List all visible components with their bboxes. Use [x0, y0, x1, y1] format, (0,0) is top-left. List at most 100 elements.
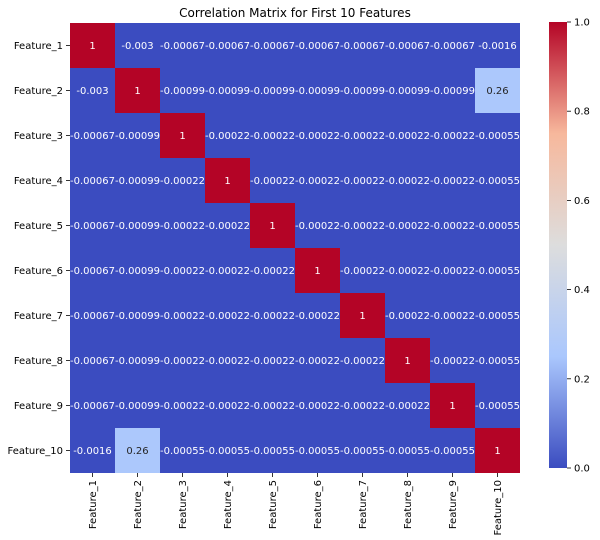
- heatmap-cell: [385, 23, 430, 68]
- cell-annotation: -0.00067: [160, 41, 205, 52]
- cell-annotation: -0.00055: [475, 401, 520, 412]
- y-tick-label: Feature_3: [14, 131, 63, 142]
- cell-annotation: 0.26: [486, 86, 508, 97]
- heatmap-cell: [340, 68, 385, 113]
- cell-annotation: -0.00055: [205, 446, 250, 457]
- cell-annotation: -0.00022: [295, 311, 340, 322]
- cell-annotation: -0.00099: [205, 86, 250, 97]
- cell-annotation: 1: [224, 176, 230, 187]
- cell-annotation: -0.00055: [475, 221, 520, 232]
- cell-annotation: -0.00022: [250, 356, 295, 367]
- cell-annotation: -0.00022: [385, 131, 430, 142]
- cell-annotation: -0.00067: [250, 41, 295, 52]
- cell-annotation: 1: [89, 41, 95, 52]
- heatmap-cell: [475, 383, 520, 428]
- heatmap-cell: [160, 203, 205, 248]
- cell-annotation: -0.00055: [475, 356, 520, 367]
- heatmap-cell: [250, 203, 295, 248]
- y-tick-label: Feature_6: [14, 266, 63, 277]
- cell-annotation: -0.00022: [250, 131, 295, 142]
- cell-annotation: -0.00099: [115, 266, 160, 277]
- heatmap-cell: [115, 293, 160, 338]
- cell-annotation: -0.00055: [250, 446, 295, 457]
- cell-annotation: -0.00099: [115, 176, 160, 187]
- heatmap-cell: [430, 383, 475, 428]
- heatmap-cell: [205, 203, 250, 248]
- cell-annotation: -0.00022: [205, 356, 250, 367]
- cell-annotation: -0.00099: [160, 86, 205, 97]
- cell-annotation: -0.00022: [385, 266, 430, 277]
- heatmap-cell: [340, 113, 385, 158]
- heatmap-cell: [160, 23, 205, 68]
- cell-annotation: -0.00022: [160, 356, 205, 367]
- cell-annotation: -0.00067: [70, 401, 115, 412]
- cell-annotation: -0.00099: [115, 401, 160, 412]
- colorbar-tick-label: 1.0: [574, 18, 590, 29]
- cell-annotation: -0.00022: [250, 401, 295, 412]
- heatmap-cell: [160, 68, 205, 113]
- cell-annotation: -0.00022: [340, 356, 385, 367]
- heatmap-cell: [385, 68, 430, 113]
- colorbar-tick-label: 0.2: [574, 374, 590, 385]
- heatmap-cell: [295, 203, 340, 248]
- cell-annotation: -0.003: [76, 86, 108, 97]
- cell-annotation: -0.00022: [295, 221, 340, 232]
- heatmap-cell: [70, 23, 115, 68]
- cell-annotation: -0.00099: [295, 86, 340, 97]
- cell-annotation: -0.00099: [430, 86, 475, 97]
- heatmap-cell: [430, 338, 475, 383]
- x-tick-label: Feature_5: [268, 480, 279, 529]
- cell-annotation: -0.00099: [115, 131, 160, 142]
- x-tick-label: Feature_8: [403, 480, 414, 529]
- cell-annotation: 1: [134, 86, 140, 97]
- cell-annotation: -0.00067: [295, 41, 340, 52]
- cell-annotation: -0.00022: [430, 356, 475, 367]
- cell-annotation: 1: [449, 401, 455, 412]
- cell-annotation: -0.00067: [70, 176, 115, 187]
- heatmap-cell: [205, 158, 250, 203]
- colorbar-tick-label: 0.8: [574, 107, 590, 118]
- cell-annotation: -0.00099: [385, 86, 430, 97]
- x-tick-label: Feature_2: [133, 480, 144, 529]
- cell-annotation: -0.00022: [340, 401, 385, 412]
- heatmap-cell: [295, 293, 340, 338]
- x-tick-label: Feature_4: [223, 480, 234, 529]
- heatmap-cell: [340, 428, 385, 473]
- heatmap-cell: [205, 428, 250, 473]
- heatmap-cell: [430, 23, 475, 68]
- cell-annotation: -0.00022: [430, 131, 475, 142]
- heatmap-cell: [385, 203, 430, 248]
- heatmap-cell: [205, 23, 250, 68]
- heatmap-cell: [115, 383, 160, 428]
- heatmap-cell: [385, 293, 430, 338]
- heatmap-cell: [430, 158, 475, 203]
- heatmap-cell: [250, 293, 295, 338]
- heatmap-cell: [250, 68, 295, 113]
- heatmap-cell: [340, 203, 385, 248]
- heatmap-cell: [430, 293, 475, 338]
- heatmap-cell: [475, 113, 520, 158]
- cell-annotation: -0.00055: [430, 446, 475, 457]
- heatmap-cell: [160, 158, 205, 203]
- cell-annotation: -0.00067: [430, 41, 475, 52]
- y-tick-label: Feature_5: [14, 221, 63, 232]
- cell-annotation: -0.00022: [430, 311, 475, 322]
- heatmap-cell: [205, 248, 250, 293]
- heatmap-cell: [430, 428, 475, 473]
- heatmap-cell: [70, 113, 115, 158]
- cell-annotation: -0.00067: [205, 41, 250, 52]
- cell-annotation: -0.00022: [340, 131, 385, 142]
- heatmap-cell: [70, 203, 115, 248]
- heatmap-cell: [205, 68, 250, 113]
- heatmap-cell: [295, 68, 340, 113]
- x-tick-label: Feature_6: [313, 480, 324, 529]
- cell-annotation: -0.00022: [385, 176, 430, 187]
- colorbar-tick-label: 0.0: [574, 464, 590, 475]
- cell-annotation: -0.0016: [73, 446, 112, 457]
- heatmap-cell: [430, 68, 475, 113]
- heatmap-cell: [385, 158, 430, 203]
- heatmap-cell: [295, 338, 340, 383]
- heatmap-cell: [340, 158, 385, 203]
